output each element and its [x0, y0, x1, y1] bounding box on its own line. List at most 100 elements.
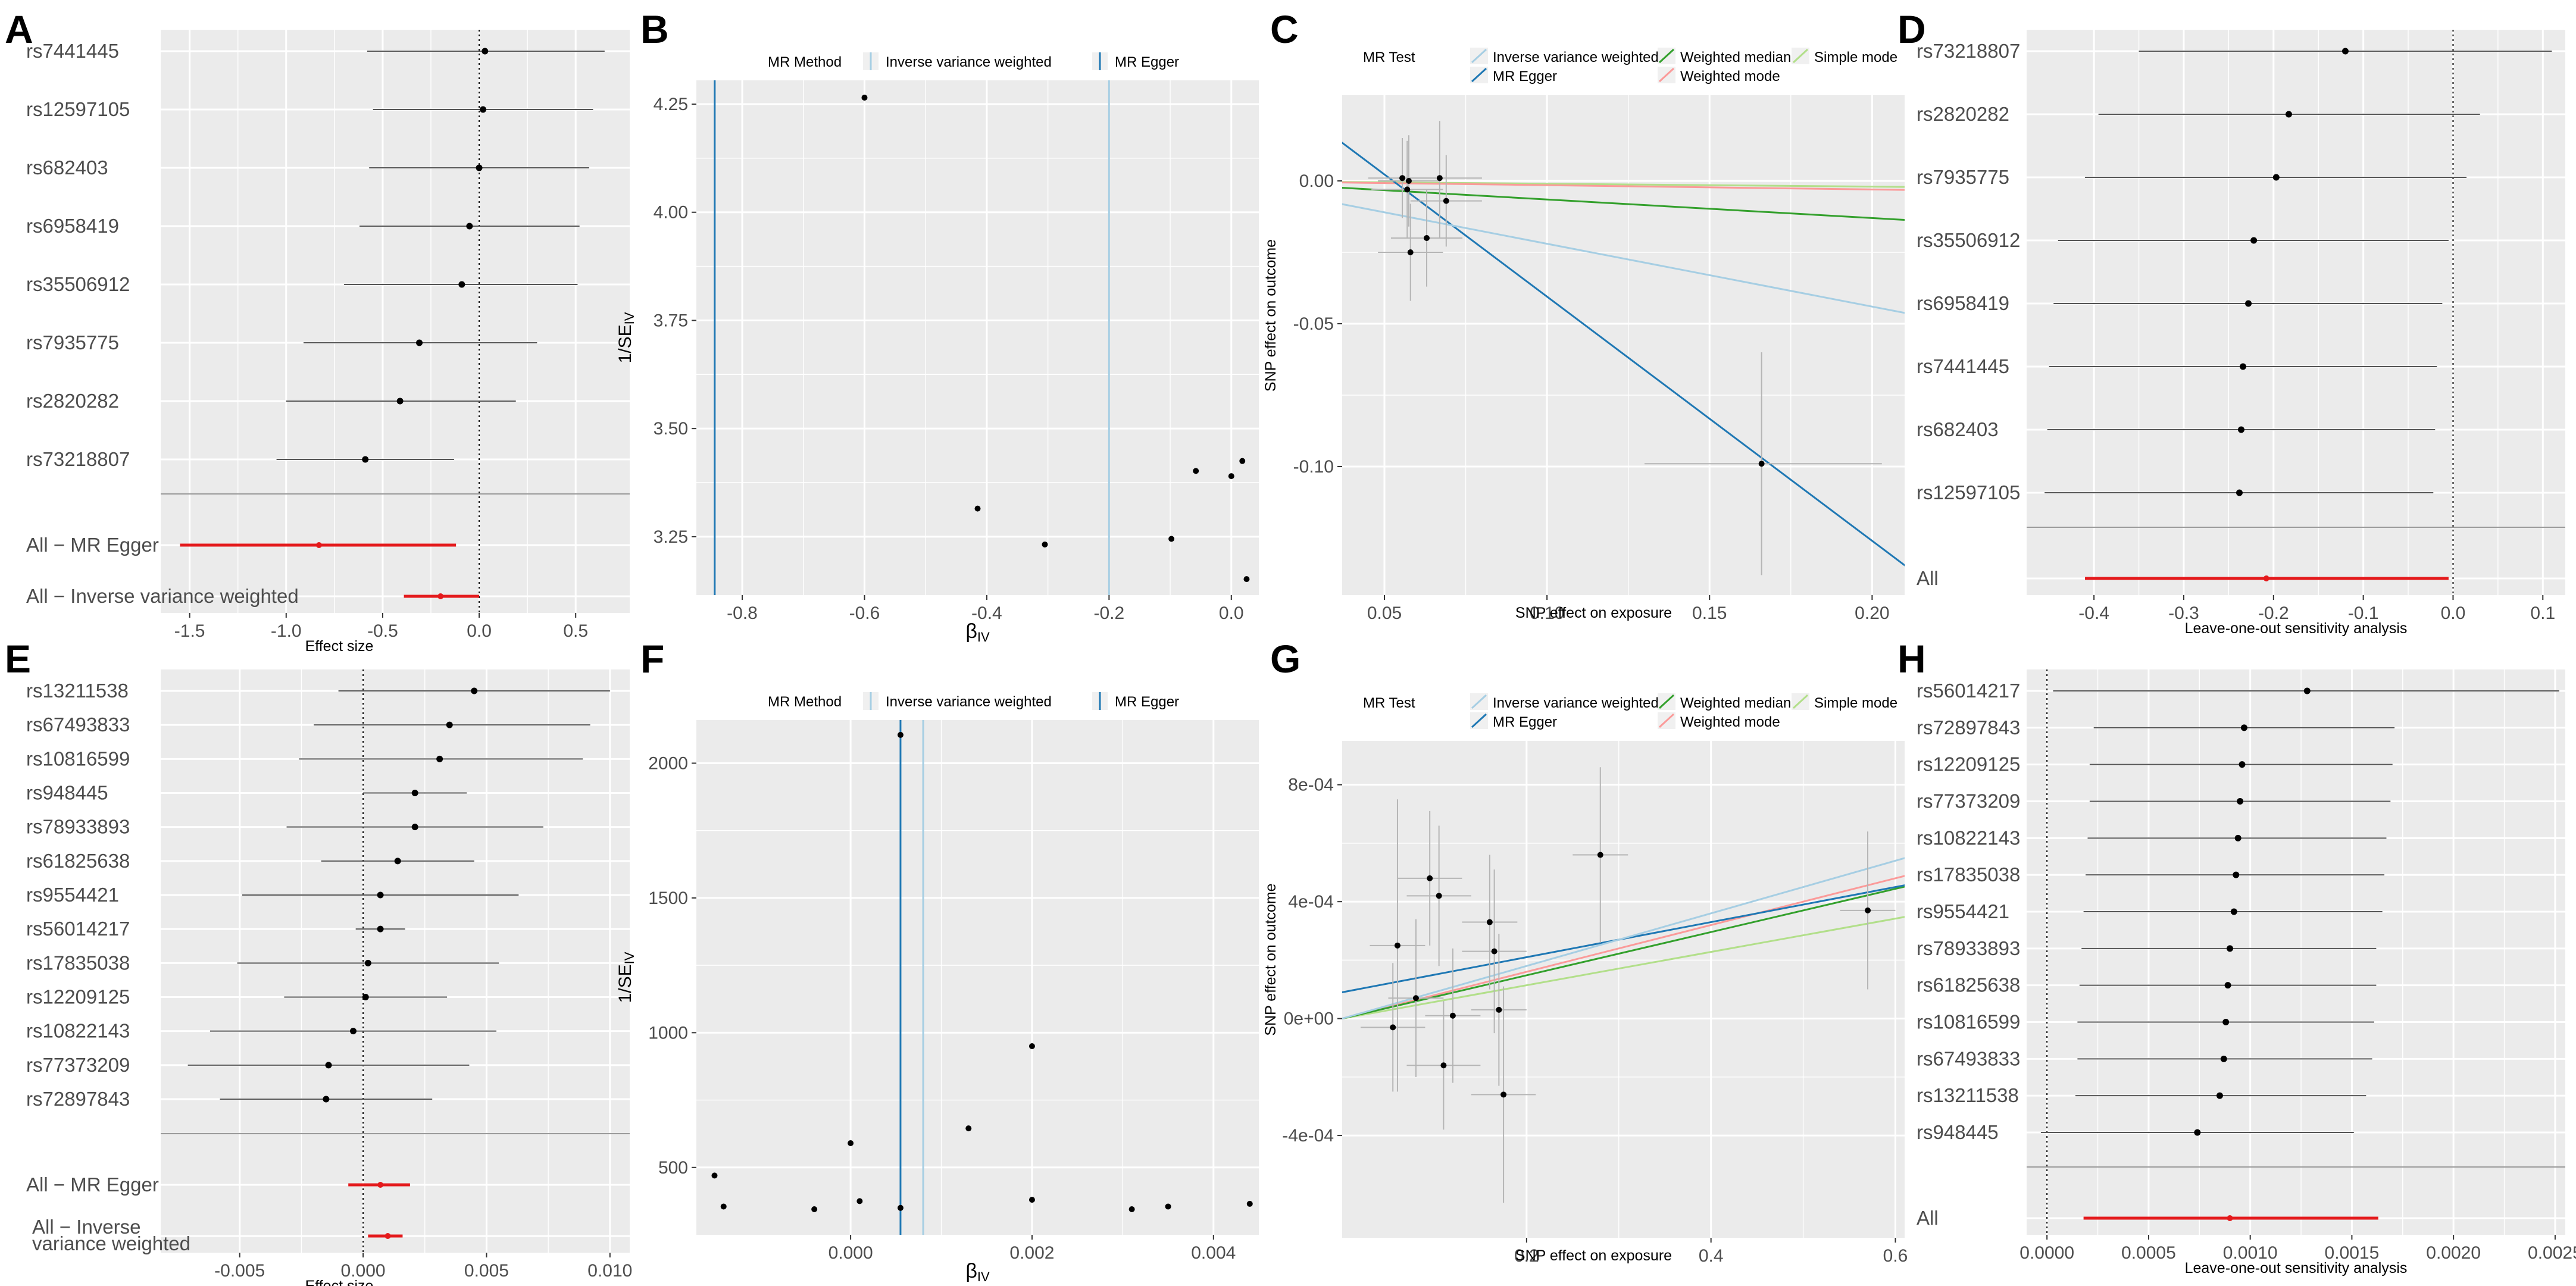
panel-a-snp-point — [362, 456, 369, 463]
panel-letter-d: D — [1897, 7, 1926, 51]
panel-f-y-axis-title: 1/SEIV — [615, 952, 637, 1003]
panel-h-snp-point — [2233, 871, 2240, 878]
panel-h-snp-label: rs9554421 — [1917, 900, 2009, 922]
panel-g-snp-point — [1394, 942, 1400, 949]
panel-h-snp-label: rs72897843 — [1917, 716, 2020, 739]
panel-f-snp-point — [711, 1172, 718, 1179]
panel-e-snp-label: rs56014217 — [26, 918, 130, 940]
panel-f-snp-point — [1246, 1200, 1253, 1207]
panel-h-x-tick-label: 0.0010 — [2223, 1243, 2278, 1263]
panel-h-snp-point — [2216, 1092, 2223, 1099]
panel-c-x-tick-label: 0.10 — [1530, 603, 1564, 623]
panel-b-x-tick-label: -0.4 — [971, 603, 1002, 623]
panel-g-legend-key-line — [1471, 713, 1487, 728]
panel-d-snp-label: rs7935775 — [1917, 166, 2009, 188]
panel-h-snp-label: rs13211538 — [1917, 1084, 2019, 1106]
panel-a-snp-label: rs2820282 — [26, 390, 119, 412]
panel-g-ivw-line — [1342, 857, 1905, 1020]
panel-c-y-tick-label: -0.05 — [1293, 314, 1334, 334]
panel-letter-h: H — [1897, 637, 1926, 681]
panel-h-snp-point — [2239, 761, 2246, 768]
panel-b-snp-point — [861, 95, 868, 101]
panel-e-snp-label: rs17835038 — [26, 952, 130, 974]
panel-f-snp-point — [1028, 1043, 1035, 1049]
panel-c-snp-point — [1399, 175, 1406, 182]
panel-g-plot-background — [1342, 741, 1905, 1238]
panel-d-x-tick-label: -0.4 — [2078, 603, 2109, 623]
panel-e-summary-point — [384, 1233, 391, 1239]
panel-g-snp-point — [1496, 1006, 1502, 1013]
panel-g-wmedian-line — [1342, 886, 1905, 1020]
panel-e-snp-point — [471, 687, 478, 694]
panel-c-snp-point — [1405, 178, 1412, 184]
panel-a-snp-label: rs35506912 — [26, 273, 130, 295]
panel-e-snp-label: rs77373209 — [26, 1054, 130, 1076]
panel-g-snp-point — [1491, 948, 1498, 955]
panel-h-snp-label: rs10822143 — [1917, 827, 2020, 849]
panel-a-snp-point — [466, 223, 473, 230]
panel-a-snp-point — [476, 164, 483, 171]
panel-a-snp-point — [482, 48, 489, 55]
panel-h-snp-point — [2230, 908, 2237, 915]
panel-d-snp-label: rs682403 — [1917, 418, 1999, 440]
panel-d-summary-label: All — [1917, 567, 1939, 589]
panel-c-egger-line — [1342, 141, 1905, 567]
panel-a-snp-point — [396, 398, 404, 405]
panel-b-x-tick-label: 0.0 — [1219, 603, 1244, 623]
panel-h-snp-point — [2227, 945, 2234, 952]
panel-a-snp-label: rs682403 — [26, 157, 108, 179]
panel-a-snp-point — [458, 281, 465, 288]
panel-f-y-tick-label: 1500 — [648, 888, 688, 908]
panel-e-snp-label: rs10816599 — [26, 747, 130, 769]
panel-h-x-tick-label: 0.0005 — [2121, 1243, 2176, 1263]
panel-g-y-tick-label: 8e-04 — [1288, 775, 1334, 795]
panel-g-y-tick-label: -4e-04 — [1282, 1126, 1334, 1146]
panel-d-snp-point — [2236, 489, 2243, 496]
panel-d-snp-point — [2245, 300, 2252, 307]
panel-c-legend-label: Weighted median — [1680, 49, 1791, 65]
panel-c-x-tick-label: 0.05 — [1367, 603, 1402, 623]
panel-b-plot-background — [696, 80, 1259, 595]
panel-e-snp-point — [377, 925, 384, 933]
panel-h-snp-point — [2234, 834, 2242, 841]
panel-c-legend-key-line — [1471, 67, 1487, 83]
panel-b-snp-point — [1228, 473, 1234, 480]
panel-e-x-tick-label: 0.010 — [587, 1261, 632, 1281]
panel-g-y-tick-label: 4e-04 — [1288, 892, 1334, 912]
panel-g-regression-lines — [1342, 857, 1905, 1020]
panel-c-snp-point — [1443, 198, 1449, 204]
panel-g-x-tick-label: 0.2 — [1514, 1246, 1539, 1266]
panel-h-snp-label: rs10816599 — [1917, 1011, 2020, 1033]
panel-c-regression-lines — [1342, 141, 1905, 567]
panel-d-snp-label: rs35506912 — [1917, 229, 2020, 251]
panel-c-y-axis-title: SNP effect on outcome — [1262, 239, 1279, 392]
panel-e-snp-label: rs12209125 — [26, 986, 130, 1008]
panel-h-snp-label: rs61825638 — [1917, 974, 2020, 996]
panel-e-snp-point — [377, 891, 384, 899]
panel-f-snp-point — [965, 1125, 972, 1132]
panel-d-x-tick-label: -0.2 — [2258, 603, 2289, 623]
panel-e-snp-point — [411, 824, 418, 831]
panel-f-snp-point — [720, 1203, 727, 1210]
panel-f-y-tick-label: 2000 — [648, 753, 688, 773]
panel-c-legend-title: MR Test — [1363, 49, 1415, 65]
panel-f-snp-point — [1165, 1203, 1171, 1210]
panel-b-y-axis-title-main: 1/SE — [615, 324, 635, 363]
panel-b-y-axis-title-sub: IV — [622, 312, 637, 324]
panel-e-snp-label: rs72897843 — [26, 1088, 130, 1110]
panel-g-snp-point — [1486, 919, 1493, 925]
panel-letter-e: E — [5, 637, 31, 681]
panel-c-legend-key-line — [1658, 48, 1675, 64]
panel-e-snp-label: rs78933893 — [26, 816, 130, 838]
panel-a-x-tick-label: 0.0 — [467, 621, 492, 641]
panel-g-legend-key-line — [1471, 694, 1487, 709]
panel-f-funnel-plot: MR Method Inverse variance weighted MR Egg… — [615, 692, 1259, 1284]
panel-e-summary-label-line: variance weighted — [32, 1232, 190, 1254]
panel-e-snp-label: rs61825638 — [26, 850, 130, 872]
panel-h-snp-point — [2240, 724, 2247, 731]
panel-f-snp-point — [1028, 1197, 1035, 1203]
panel-b-y-tick-label: 3.75 — [654, 311, 688, 330]
panel-b-legend-title: MR Method — [768, 54, 842, 70]
panel-d-snp-point — [2341, 48, 2349, 55]
panel-e-x-tick-label: -0.005 — [214, 1261, 265, 1281]
